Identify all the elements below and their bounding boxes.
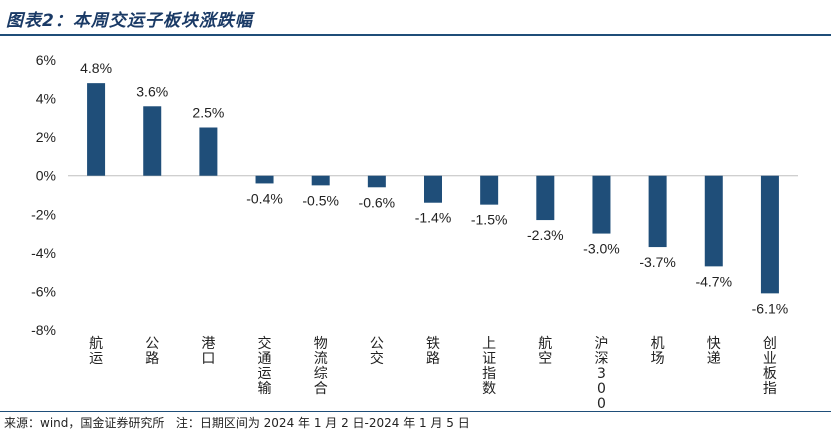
data-label: -3.0% (583, 241, 620, 257)
date-range-note: 注：日期区间为 2024 年 1 月 2 日-2024 年 1 月 5 日 (175, 416, 470, 430)
figure-title: 图表2：本周交运子板块涨跌幅 (6, 11, 253, 31)
y-tick-label: -8% (31, 322, 56, 338)
bar (760, 175, 779, 294)
category-label: 公交 (370, 336, 384, 367)
bar (592, 175, 611, 234)
category-label: 港口 (201, 336, 215, 367)
category-label: 上证指数 (482, 336, 496, 397)
y-tick-label: 0% (36, 168, 56, 184)
y-tick-label: -2% (31, 206, 56, 222)
bar (311, 175, 330, 186)
data-label: -3.7% (639, 254, 676, 270)
data-label: -1.5% (471, 212, 508, 228)
bar (143, 106, 162, 176)
data-label: -4.7% (695, 273, 732, 289)
category-label: 交通运输 (258, 335, 272, 397)
data-label: -1.4% (415, 210, 452, 226)
data-label: -0.6% (359, 194, 396, 210)
y-tick-label: -4% (31, 245, 56, 261)
bar (367, 175, 386, 188)
y-tick-label: -6% (31, 283, 56, 299)
source-prefix: 来源： (4, 416, 41, 430)
data-label: -6.1% (752, 300, 789, 316)
y-tick-label: 2% (36, 129, 56, 145)
source-note: 来源：wind，国金证券研究所 注：日期区间为 2024 年 1 月 2 日-2… (4, 414, 470, 431)
category-label: 快递 (707, 336, 721, 367)
category-label: 创业板指 (763, 336, 777, 397)
category-label: 沪深 3 0 0 (594, 336, 608, 410)
category-label: 机场 (651, 336, 665, 367)
bar (704, 175, 723, 267)
category-label: 物流综合 (314, 336, 328, 397)
y-tick-label: 6% (36, 52, 56, 68)
category-label: 铁路 (426, 336, 440, 367)
y-tick-label: 4% (36, 91, 56, 107)
source-name: wind，国金证券研究所 (40, 416, 165, 430)
data-label: -2.3% (527, 227, 564, 243)
data-label: -0.4% (246, 190, 283, 206)
bar (648, 175, 667, 248)
bar-chart: 6% 4% 2% 0% -2% -4% -6% -8% 4.8% 航运 3.6% 公路 2.5% 港口 -0… (31, 52, 798, 410)
data-label: -0.5% (302, 192, 339, 208)
bar (480, 175, 499, 205)
bar (536, 175, 555, 221)
data-label: 4.8% (80, 60, 112, 76)
bar (87, 83, 106, 176)
bar (255, 175, 274, 184)
data-label: 2.5% (192, 105, 224, 121)
category-label: 航空 (538, 336, 552, 367)
footer-rule (0, 411, 831, 412)
category-label: 公路 (145, 336, 159, 367)
bar (424, 175, 442, 203)
title-rule (0, 34, 831, 36)
bar (199, 127, 218, 176)
data-label: 3.6% (136, 83, 168, 99)
category-label: 航运 (89, 336, 103, 367)
